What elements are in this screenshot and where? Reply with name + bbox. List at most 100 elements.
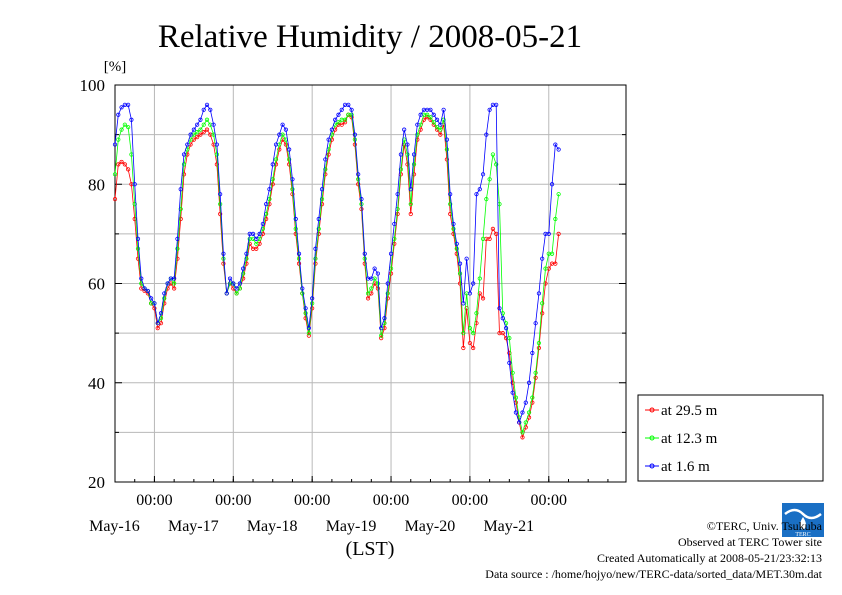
data-point <box>126 167 131 172</box>
data-point <box>444 147 449 152</box>
data-point <box>431 120 436 125</box>
data-point <box>520 410 525 415</box>
data-point <box>362 251 367 256</box>
series-0 <box>112 112 561 440</box>
data-point <box>201 122 206 127</box>
data-point <box>408 187 413 192</box>
data-point <box>241 271 246 276</box>
data-point <box>300 286 305 291</box>
data-point <box>510 390 515 395</box>
data-point <box>388 271 394 276</box>
x-day-label: May-20 <box>405 518 456 535</box>
data-point <box>428 107 433 112</box>
data-point <box>487 177 492 182</box>
data-point <box>431 112 436 117</box>
data-point <box>198 132 203 137</box>
data-point <box>310 296 315 301</box>
data-point <box>257 231 262 236</box>
data-point <box>454 246 459 251</box>
data-point <box>145 288 150 294</box>
data-point <box>457 261 463 266</box>
data-point <box>165 281 170 286</box>
data-point <box>329 127 334 132</box>
legend-label: at 12.3 m <box>661 431 718 447</box>
data-point <box>162 291 167 296</box>
data-point <box>553 261 558 266</box>
data-point <box>365 291 371 296</box>
data-point <box>342 120 348 125</box>
logo-text: TERC <box>795 532 810 538</box>
data-point <box>379 335 384 341</box>
x-tick-label: 00:00 <box>215 492 251 509</box>
data-point <box>283 127 288 132</box>
data-point <box>155 326 160 331</box>
data-point <box>287 157 292 162</box>
data-point <box>172 276 177 281</box>
data-point <box>172 281 177 286</box>
legend-swatch-marker <box>649 463 655 469</box>
data-point <box>293 216 298 222</box>
data-point <box>441 107 446 112</box>
data-point <box>549 182 555 187</box>
data-point <box>178 187 183 192</box>
data-point <box>270 162 275 167</box>
data-point <box>553 216 558 222</box>
y-axis-unit: [%] <box>104 59 127 75</box>
data-point <box>244 251 249 256</box>
data-point <box>405 152 410 157</box>
data-point <box>198 117 203 122</box>
data-point <box>520 435 525 440</box>
plot-frame <box>114 84 627 483</box>
data-point <box>339 107 344 112</box>
data-point <box>198 127 203 132</box>
data-point <box>300 291 305 296</box>
data-point <box>441 117 446 122</box>
data-point <box>369 286 374 291</box>
data-point <box>142 286 147 291</box>
data-point <box>507 360 512 365</box>
data-point <box>405 142 410 147</box>
data-point <box>500 316 505 321</box>
data-point <box>375 281 380 286</box>
data-point <box>188 132 193 137</box>
data-point <box>474 192 479 197</box>
data-point <box>116 137 121 142</box>
data-point <box>191 127 196 132</box>
data-point <box>434 117 440 122</box>
data-point <box>425 112 430 117</box>
data-point <box>365 296 371 301</box>
data-point <box>434 125 440 130</box>
data-point <box>517 420 522 425</box>
data-point <box>287 147 292 152</box>
series-1 <box>112 112 561 435</box>
data-point <box>112 197 118 202</box>
data-point <box>457 271 463 276</box>
created-time-text: Created Automatically at 2008-05-21/23:3… <box>597 551 822 565</box>
data-point <box>214 142 219 147</box>
data-point <box>444 157 449 162</box>
data-point <box>323 167 328 172</box>
data-point <box>480 236 486 241</box>
legend-box <box>637 394 824 482</box>
x-day-label: May-19 <box>326 518 377 535</box>
data-point <box>264 216 269 222</box>
data-point <box>132 202 137 207</box>
data-point <box>227 276 233 281</box>
data-point <box>415 132 420 137</box>
data-point <box>152 306 157 311</box>
data-point <box>487 107 492 112</box>
data-point <box>221 251 226 256</box>
data-point <box>520 430 525 435</box>
data-point <box>336 112 341 117</box>
data-point <box>204 117 210 122</box>
data-point <box>467 291 473 296</box>
data-point <box>454 241 459 246</box>
data-point <box>218 211 223 217</box>
data-point <box>290 187 295 192</box>
data-point <box>119 105 124 110</box>
data-point <box>313 256 318 261</box>
data-point <box>185 142 190 147</box>
data-point <box>303 311 308 316</box>
data-point <box>175 236 180 241</box>
